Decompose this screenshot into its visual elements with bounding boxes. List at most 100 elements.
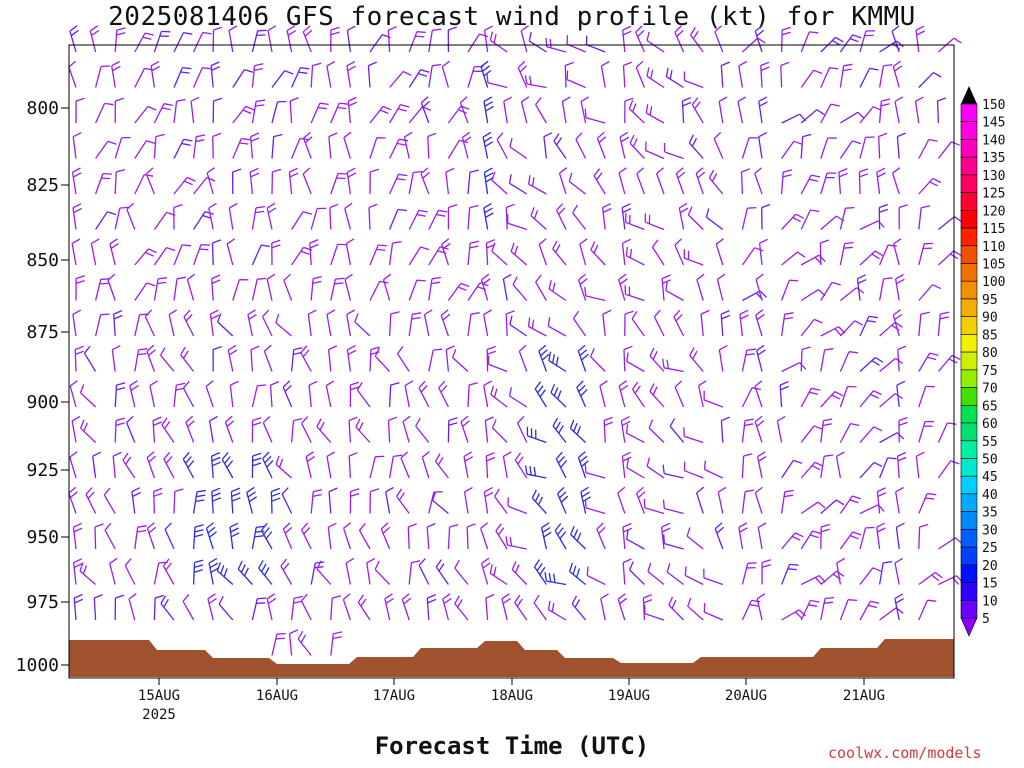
wind-barb [396, 488, 410, 514]
wind-barb [251, 384, 267, 408]
wind-barb [355, 418, 371, 443]
wind-barb [271, 100, 287, 124]
wind-barb [892, 309, 903, 337]
wind-barb [153, 133, 165, 159]
wind-barb [668, 596, 685, 621]
wind-barb [266, 273, 276, 301]
wind-barb [571, 595, 587, 621]
wind-barb [800, 31, 819, 53]
wind-barb [109, 557, 118, 585]
wind-barb [590, 348, 606, 372]
colorbar-segment [960, 263, 978, 282]
wind-barb [754, 486, 763, 514]
wind-barb [418, 380, 430, 408]
wind-barb [262, 451, 274, 479]
wind-barb [635, 486, 646, 514]
wind-barb [467, 204, 479, 230]
wind-barb [160, 595, 175, 621]
x-tick-label: 17AUG [373, 688, 415, 704]
wind-barb [689, 347, 704, 372]
wind-barb [646, 457, 665, 479]
wind-barb [624, 310, 634, 337]
wind-barb [918, 284, 941, 301]
wind-barb [700, 309, 710, 337]
wind-barb [800, 387, 821, 408]
wind-barb [342, 593, 352, 621]
wind-barb [482, 131, 494, 159]
wind-barb [182, 451, 195, 479]
wind-barb [629, 561, 645, 585]
colorbar-label: 140 [982, 133, 1005, 148]
wind-barb [584, 108, 606, 124]
wind-barb [428, 348, 443, 372]
wind-barb [644, 213, 665, 231]
wind-barb [114, 27, 126, 53]
wind-barb [644, 604, 665, 621]
wind-barb [302, 131, 313, 159]
wind-barb [356, 382, 371, 408]
wind-barb [621, 203, 632, 230]
wind-barb [173, 203, 183, 230]
wind-barb [316, 560, 332, 585]
colorbar-segment [960, 351, 978, 371]
wind-barb [878, 457, 897, 479]
wind-barb [878, 98, 891, 124]
wind-barb [153, 487, 163, 514]
wind-barb [527, 317, 547, 337]
wind-barb [590, 241, 606, 266]
wind-barb [349, 488, 360, 514]
colorbar-label: 55 [982, 435, 998, 450]
wind-barb [894, 593, 904, 621]
wind-barb [374, 347, 391, 372]
wind-barb [467, 33, 489, 53]
wind-barb [625, 213, 645, 231]
wind-barb [618, 380, 629, 408]
wind-barb [505, 536, 527, 550]
wind-barb [134, 248, 157, 266]
wind-barb [357, 594, 371, 621]
wind-barb [408, 170, 423, 195]
colorbar-segment [960, 404, 978, 424]
wind-barb [343, 131, 352, 159]
wind-barb [301, 416, 312, 443]
colorbar-label: 115 [982, 222, 1005, 237]
wind-barb [741, 348, 756, 372]
wind-barb [113, 310, 123, 337]
wind-barb [134, 282, 156, 301]
colorbar-segment [960, 529, 978, 548]
wind-barb [533, 594, 547, 621]
wind-barb [636, 167, 646, 195]
wind-barb [153, 561, 168, 585]
wind-barb [111, 60, 121, 88]
wind-barb [221, 451, 234, 479]
wind-barb [71, 238, 81, 266]
wind-barb [251, 63, 264, 88]
wind-barb [330, 26, 340, 53]
wind-barb [538, 238, 548, 266]
wind-barb [408, 68, 430, 88]
wind-barb [447, 417, 458, 443]
wind-barb [618, 273, 628, 301]
wind-barb [840, 111, 865, 124]
wind-barb [210, 452, 221, 479]
wind-barb [741, 206, 757, 230]
wind-barb [643, 498, 665, 515]
wind-barb [859, 67, 879, 88]
wind-barb [800, 318, 823, 337]
wind-barb [403, 131, 413, 159]
wind-barb [524, 74, 547, 89]
wind-barb [348, 452, 358, 479]
y-tick-label: 975 [26, 592, 59, 613]
wind-barb [85, 487, 97, 514]
wind-barb [73, 593, 84, 621]
wind-barb [180, 346, 195, 372]
wind-barb [346, 309, 356, 337]
wind-barb [662, 358, 684, 373]
wind-barb [388, 311, 400, 337]
wind-barb [173, 276, 187, 301]
wind-barb [859, 390, 882, 408]
wind-barb [173, 488, 184, 514]
wind-barb [754, 25, 765, 53]
wind-barb [897, 345, 907, 372]
wind-barb [94, 523, 104, 550]
